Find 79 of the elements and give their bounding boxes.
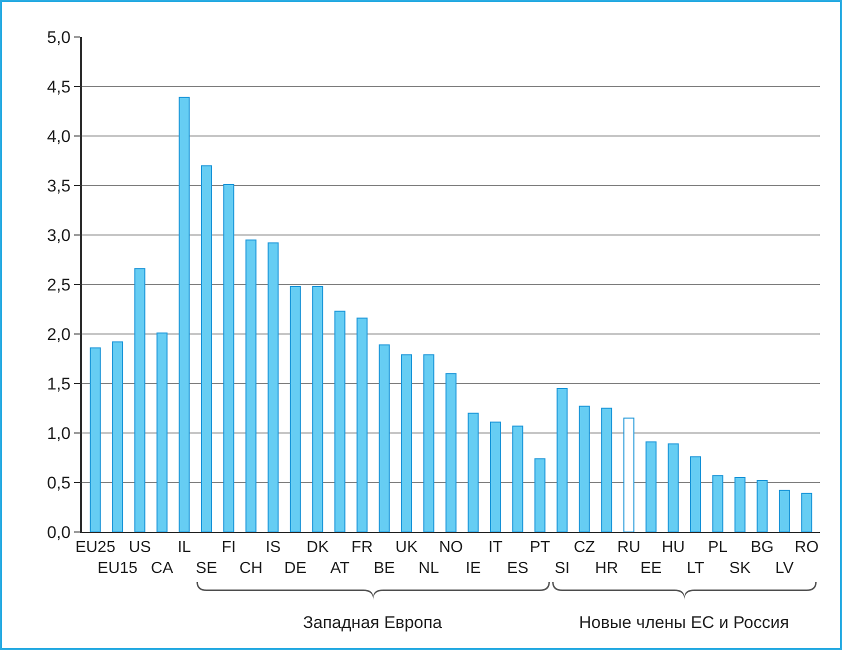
x-tick-label: SI [554, 560, 570, 577]
bar [90, 347, 101, 532]
bar [290, 286, 301, 532]
x-tick-label: EE [640, 560, 662, 577]
bar [446, 373, 456, 532]
x-tick-label: DK [306, 539, 330, 556]
text: Западная Европа [303, 613, 443, 632]
bar [646, 441, 657, 532]
x-tick-label: FI [222, 539, 236, 556]
bar [134, 268, 146, 532]
x-tick-label: NO [439, 539, 463, 556]
x-tick-label: RO [794, 539, 819, 556]
bar [534, 458, 546, 532]
bar [312, 286, 324, 532]
bar [401, 354, 412, 532]
bar [668, 443, 679, 532]
y-tick-label: 0,0 [46, 522, 71, 542]
y-tick-label: 4,0 [46, 126, 71, 146]
bar [423, 354, 434, 532]
x-tick-label: CH [239, 560, 262, 577]
x-tick-label: EU15 [98, 560, 138, 577]
x-tick-label: SK [729, 560, 751, 577]
x-tick-label: IS [266, 539, 281, 556]
bar [178, 96, 190, 532]
bar [690, 456, 702, 532]
bar [378, 344, 390, 532]
y-tick-label: 0,5 [46, 473, 71, 492]
x-tick-label: IL [178, 539, 192, 556]
x-tick-label: FR [351, 539, 373, 556]
x-tick-label: AT [330, 560, 350, 577]
bar [801, 492, 812, 532]
bar [601, 408, 612, 532]
bar [490, 422, 501, 532]
x-tick-label: HR [595, 560, 618, 577]
bar [623, 418, 634, 532]
y-tick-label: 2,0 [46, 324, 71, 344]
x-tick-label: DE [284, 560, 307, 577]
x-tick-label: IT [488, 539, 503, 556]
x-tick-label: EU25 [75, 539, 116, 556]
bar [356, 318, 368, 532]
x-tick-label: ES [507, 560, 528, 577]
y-tick-label: 2,5 [46, 275, 71, 294]
y-tick-label: 3,5 [46, 176, 71, 196]
x-tick-label: HU [662, 539, 685, 556]
y-tick-label: 4,5 [46, 77, 71, 96]
x-tick-label: LV [775, 560, 794, 577]
bar [156, 332, 168, 532]
bar [756, 480, 768, 532]
bar [778, 490, 790, 532]
x-tick-label: CZ [574, 539, 596, 556]
x-tick-label: BE [374, 560, 395, 577]
x-tick-label: US [128, 539, 151, 556]
x-tick-label: IE [466, 560, 481, 577]
x-tick-label: UK [395, 539, 418, 556]
bar [468, 412, 479, 532]
text: Новые члены ЕС и Россия [579, 613, 790, 632]
x-tick-label: BG [750, 539, 774, 556]
bar [200, 165, 212, 532]
x-tick-label: CA [150, 560, 174, 577]
bar [556, 388, 568, 532]
bar [334, 310, 346, 532]
x-tick-label: SE [196, 560, 218, 577]
bar [223, 184, 234, 532]
bar [578, 406, 590, 532]
bar [512, 426, 524, 532]
bar [712, 475, 724, 532]
x-tick-label: PL [708, 539, 728, 556]
y-tick-label: 5,0 [46, 28, 71, 47]
bar [245, 239, 256, 532]
bar [268, 242, 279, 532]
y-tick-label: 1,0 [46, 424, 71, 443]
x-tick-label: LT [686, 560, 704, 577]
bar [734, 477, 746, 532]
y-tick-label: 3,0 [46, 226, 71, 245]
bar [112, 341, 124, 532]
x-tick-label: PT [530, 539, 550, 556]
x-tick-label: NL [418, 560, 440, 577]
y-tick-label: 1,5 [46, 374, 71, 394]
x-tick-label: RU [617, 539, 640, 556]
